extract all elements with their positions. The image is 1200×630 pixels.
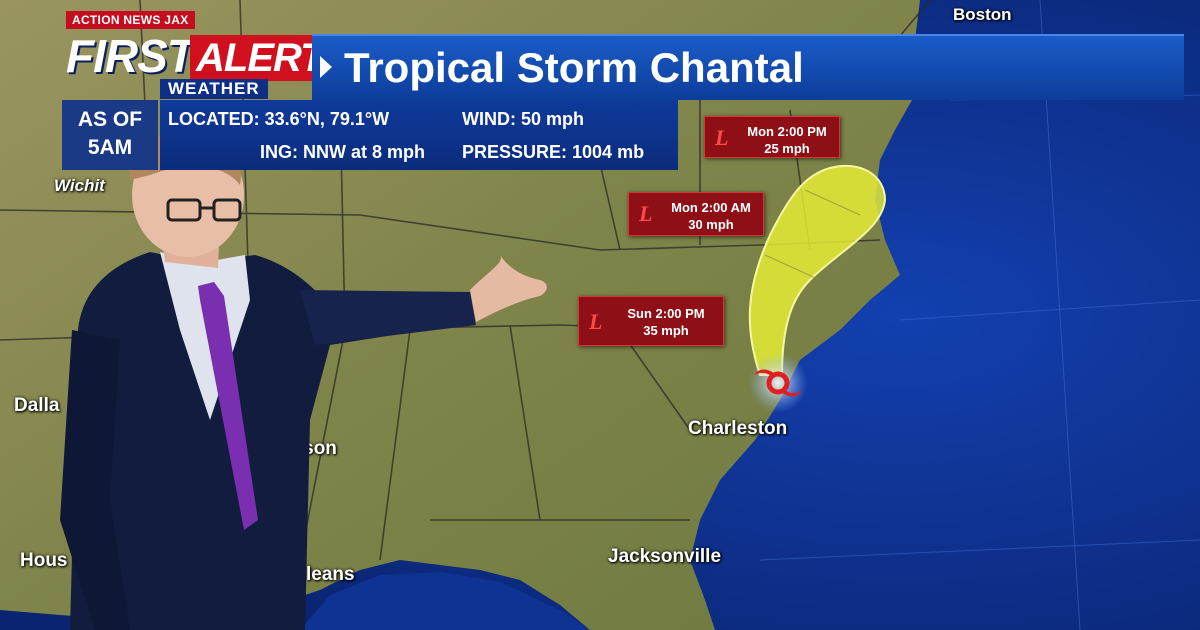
- forecast-cone: [748, 164, 887, 376]
- storm-glow: [748, 353, 808, 413]
- forecast-label-mon-2am: L Mon 2:00 AM 30 mph: [628, 192, 764, 236]
- city-houston: Hous: [20, 550, 68, 571]
- low-marker-icon: L: [589, 309, 603, 334]
- station-name: ACTION NEWS JAX: [66, 11, 195, 29]
- as-of-box: AS OF 5AM: [62, 100, 158, 170]
- city-wichita: Wichit: [54, 176, 105, 195]
- city-charleston: Charleston: [688, 418, 788, 439]
- city-new-orleans: leans: [306, 564, 355, 585]
- movement-text: ING: NNW at 8 mph: [260, 142, 425, 162]
- chevron-right-icon: [320, 56, 332, 78]
- storm-title: Tropical Storm Chantal: [344, 44, 804, 91]
- city-jacksonville: Jacksonville: [608, 546, 722, 567]
- storm-info-panel: LOCATED: 33.6°N, 79.1°W WIND: 50 mph ING…: [160, 100, 678, 170]
- pressure-text: PRESSURE: 1004 mb: [462, 142, 645, 162]
- low-marker-icon: L: [639, 201, 653, 226]
- low-marker-icon: L: [715, 125, 729, 150]
- forecast-label-mon-2pm: L Mon 2:00 PM 25 mph: [704, 116, 840, 158]
- tropical-storm-icon: [754, 369, 802, 397]
- city-boston: Boston: [953, 5, 1012, 24]
- title-banner: Tropical Storm Chantal: [312, 34, 1184, 100]
- gulf-of-mexico: [300, 572, 590, 630]
- city-dallas: Dalla: [14, 395, 60, 416]
- location-text: LOCATED: 33.6°N, 79.1°W: [168, 109, 390, 129]
- first-alert-weather-logo: FIRST ALERT WEATHER: [62, 31, 330, 99]
- wind-text: WIND: 50 mph: [462, 109, 585, 129]
- forecast-label-sun-2pm: L Sun 2:00 PM 35 mph: [578, 296, 724, 346]
